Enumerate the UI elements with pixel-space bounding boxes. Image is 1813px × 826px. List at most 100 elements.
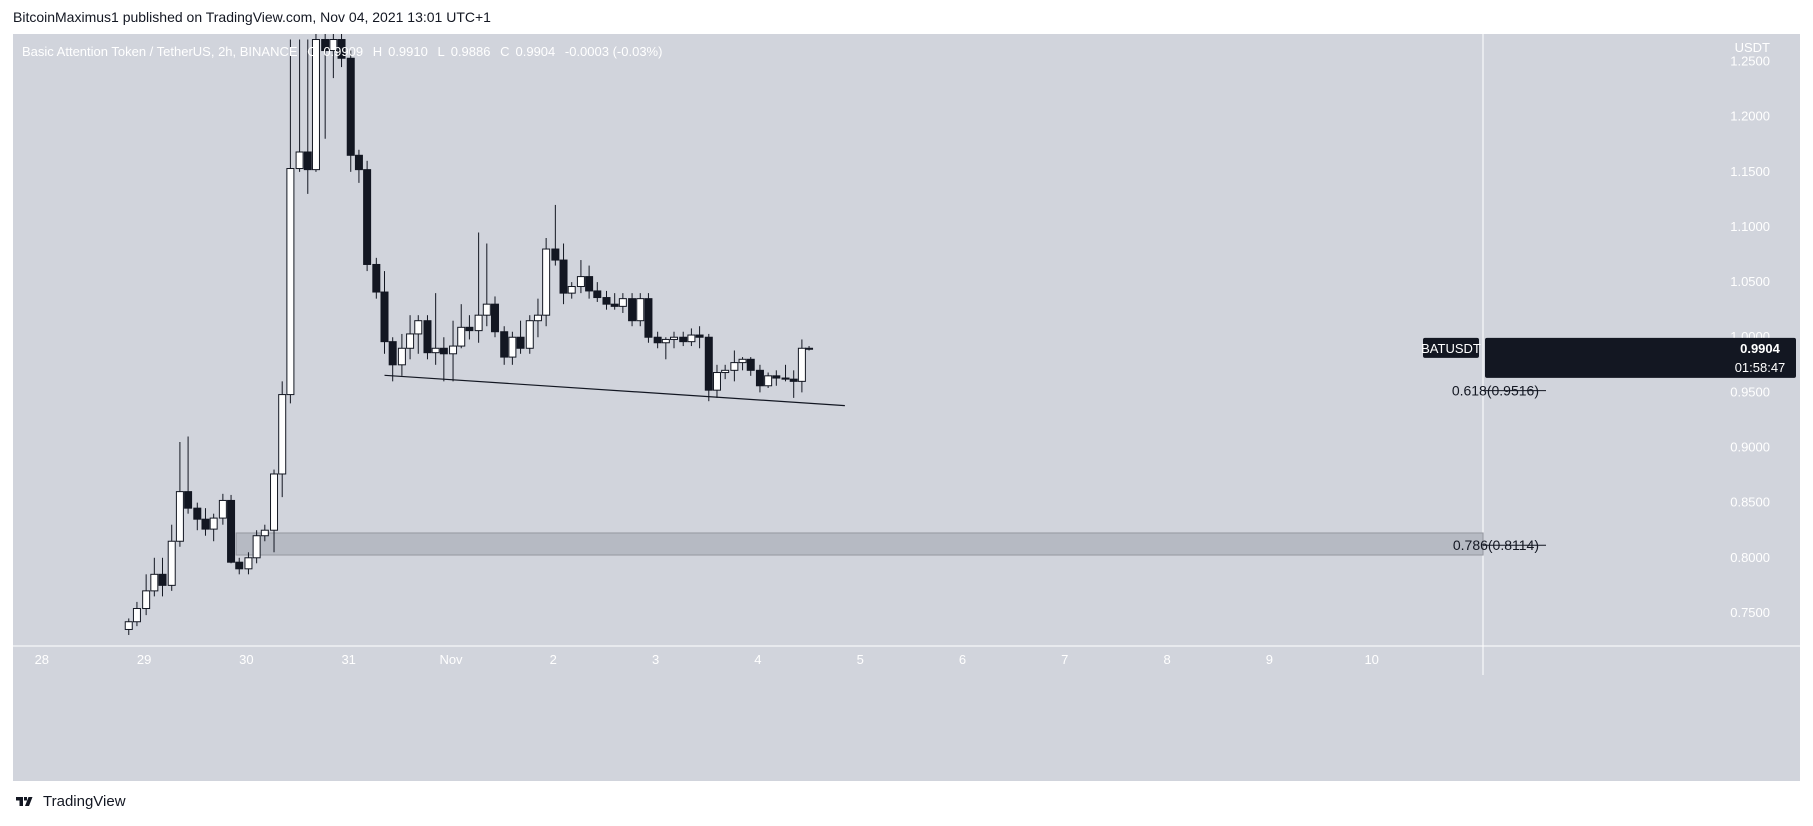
fib-level-label: 0.618(0.9516) <box>1452 383 1539 399</box>
candlestick-chart[interactable]: 0.618(0.9516) 0.786(0.8114) USDT 0.7500 0.8… <box>13 34 1800 781</box>
candle <box>193 502 202 531</box>
candle-body <box>679 336 688 343</box>
candle-body <box>260 529 269 537</box>
candle-body <box>209 517 218 530</box>
candle <box>184 436 193 514</box>
candle <box>618 293 627 313</box>
candle-body <box>695 334 704 338</box>
candle <box>559 243 568 305</box>
x-tick-label: 7 <box>1061 652 1068 667</box>
candle-body <box>738 358 747 364</box>
candle <box>474 232 483 343</box>
candle <box>781 364 790 382</box>
candle <box>805 346 814 351</box>
candle-body <box>551 248 560 261</box>
candle-body <box>593 290 602 299</box>
candle <box>346 50 355 172</box>
candle-body <box>781 377 790 380</box>
candle <box>576 260 585 294</box>
candle-body <box>158 573 167 586</box>
legend-close: 0.9904 <box>515 44 556 59</box>
candle-body <box>636 298 645 322</box>
candle <box>158 557 167 597</box>
candle <box>380 271 389 354</box>
candle-body <box>610 303 619 307</box>
x-tick-label: 9 <box>1266 652 1273 667</box>
candle-body <box>653 336 662 344</box>
candle-body <box>508 336 517 358</box>
y-tick-label: 0.9000 <box>1730 440 1770 455</box>
candle <box>721 364 730 380</box>
chart-grid <box>13 34 1800 675</box>
x-tick-label: 28 <box>35 652 49 667</box>
candle <box>636 293 645 327</box>
x-tick-label: 5 <box>857 652 864 667</box>
candle-body <box>789 378 798 382</box>
y-tick-label: 0.7500 <box>1730 605 1770 620</box>
x-tick-label: 3 <box>652 652 659 667</box>
candle <box>406 315 415 360</box>
candle <box>567 282 576 299</box>
candle-body <box>704 336 713 391</box>
candle-body <box>278 394 287 475</box>
candle <box>712 364 721 398</box>
candle <box>746 357 755 376</box>
candle-body <box>576 276 585 288</box>
candle-body <box>772 375 781 379</box>
publish-info: BitcoinMaximus1 published on TradingView… <box>13 9 491 25</box>
x-tick-label: 30 <box>239 652 253 667</box>
candle-body <box>354 154 363 171</box>
x-tick-label: 2 <box>550 652 557 667</box>
candle-body <box>346 57 355 156</box>
candle-body <box>465 326 474 332</box>
y-tick-label: 1.1500 <box>1730 164 1770 179</box>
candle-body <box>533 314 542 322</box>
candle <box>628 293 637 327</box>
y-tick-label: 0.9500 <box>1730 384 1770 399</box>
candles <box>124 34 814 635</box>
candle-body <box>227 499 236 563</box>
legend-open: 0.9909 <box>323 44 364 59</box>
candle-body <box>490 303 499 333</box>
candle <box>337 34 346 68</box>
candle-body <box>764 375 773 387</box>
candle <box>209 513 218 542</box>
candle-body <box>661 338 670 344</box>
support-zone-rect <box>235 532 1484 556</box>
candle <box>449 320 458 382</box>
legend-open-label: O <box>307 44 318 59</box>
current-price-box <box>1485 337 1796 378</box>
candle-body <box>644 298 653 338</box>
candle-body <box>380 291 389 343</box>
candle <box>167 524 176 591</box>
candle-body <box>201 518 210 530</box>
candle-body <box>167 540 176 586</box>
candle-body <box>559 259 568 294</box>
candle-body <box>329 39 338 52</box>
candle <box>414 315 423 354</box>
candle-body <box>439 347 448 355</box>
x-tick-label: 8 <box>1163 652 1170 667</box>
support-zone <box>235 532 1484 556</box>
candle-body <box>372 263 381 293</box>
candle <box>457 304 466 349</box>
legend-high: 0.9910 <box>388 44 428 59</box>
candle-body <box>449 345 458 355</box>
candle-body <box>628 298 637 322</box>
candle <box>303 39 312 194</box>
candle-body <box>431 347 440 354</box>
candle <box>585 265 594 299</box>
candle-body <box>670 336 679 340</box>
candle-body <box>687 334 696 343</box>
candle <box>439 337 448 382</box>
candle <box>516 320 525 354</box>
candle <box>542 238 551 327</box>
candle-body <box>746 358 755 371</box>
candle-body <box>730 362 739 371</box>
fib-level-label: 0.786(0.8114) <box>1453 537 1539 553</box>
footer-brand: TradingView <box>43 793 126 810</box>
candle <box>354 149 363 183</box>
x-tick-label: 31 <box>341 652 355 667</box>
x-tick-label: 4 <box>754 652 761 667</box>
candle-body <box>406 333 415 349</box>
